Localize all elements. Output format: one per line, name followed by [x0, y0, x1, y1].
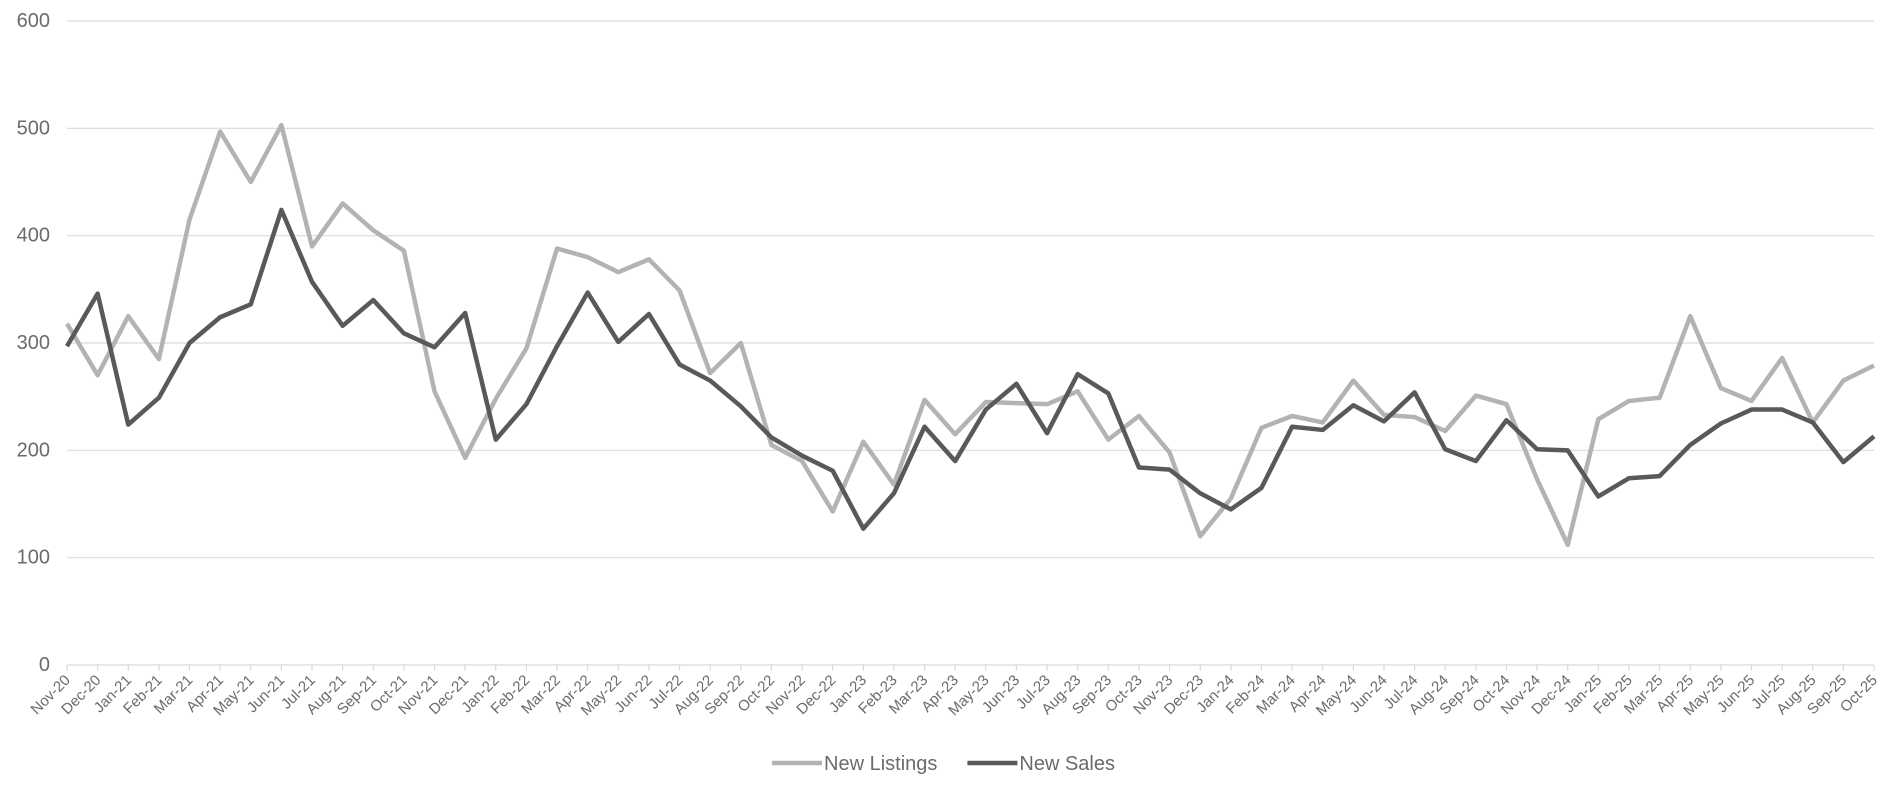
series-line — [65, 122, 1875, 548]
y-tick-label: 600 — [17, 10, 50, 32]
legend-label: New Listings — [824, 753, 937, 775]
y-tick-label: 300 — [17, 332, 50, 354]
y-tick-label: 400 — [17, 225, 50, 247]
y-tick-label: 500 — [17, 117, 50, 139]
y-tick-label: 200 — [17, 439, 50, 461]
series-line — [65, 207, 1876, 531]
legend-label: New Sales — [1019, 753, 1115, 775]
y-tick-label: 0 — [39, 654, 50, 676]
y-tick-label: 100 — [17, 547, 50, 569]
